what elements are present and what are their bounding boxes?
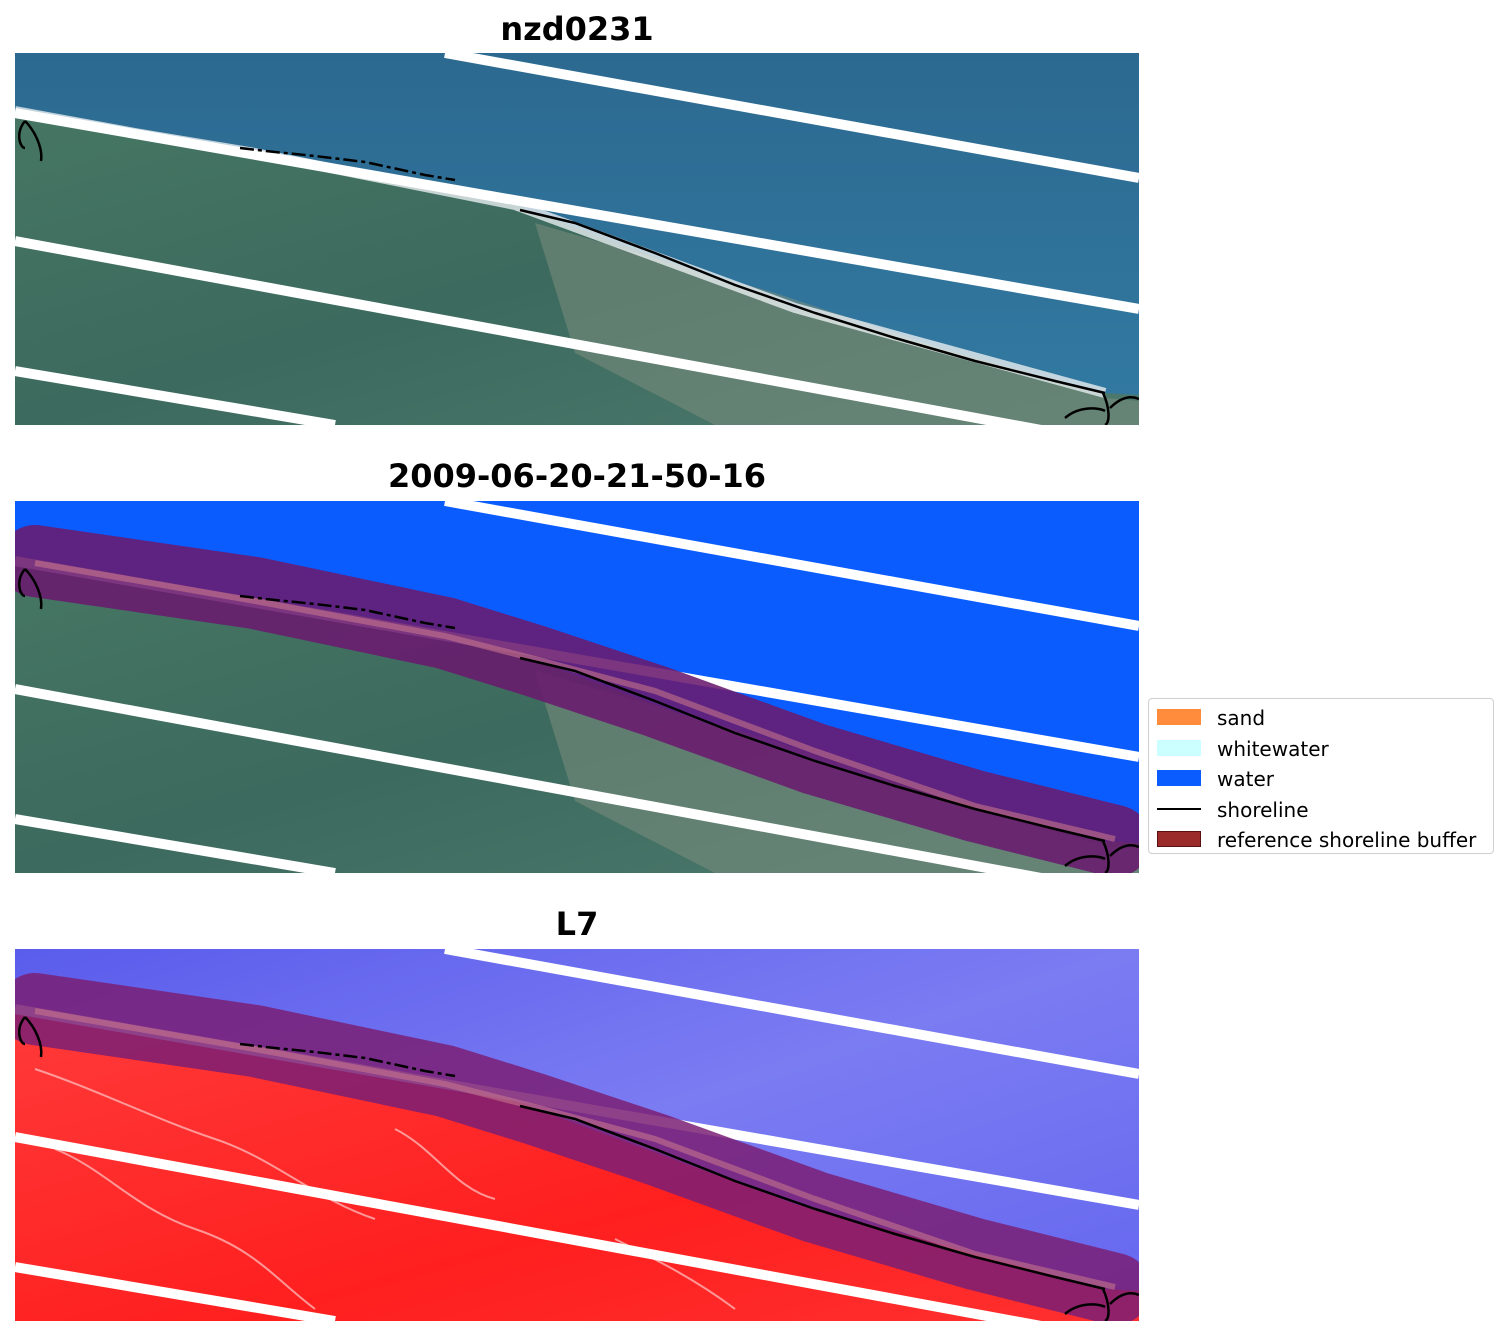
panel-title-3: L7: [555, 905, 599, 943]
legend-item-whitewater: whitewater: [1149, 734, 1493, 765]
shoreline: [519, 1104, 1106, 1291]
shoreline-dashed: [239, 146, 456, 182]
scanline-gaps: [15, 53, 1139, 425]
river-mouth-right: [1064, 392, 1139, 425]
shoreline: [519, 656, 1106, 843]
panel-title-1: nzd0231: [500, 10, 654, 48]
legend-label-water: water: [1217, 767, 1274, 791]
buffer-overlap-band: [34, 1008, 1116, 1290]
legend-swatch-sand: [1157, 709, 1201, 725]
river-mouth-left: [18, 568, 43, 610]
legend-label-sand: sand: [1217, 706, 1266, 730]
panel-title-2: 2009-06-20-21-50-16: [387, 457, 767, 495]
legend-label-whitewater: whitewater: [1217, 736, 1329, 761]
shoreline: [519, 208, 1106, 395]
legend-line-shoreline: [1157, 807, 1201, 810]
river-mouth-right: [1064, 840, 1139, 873]
legend-item-buffer: reference shoreline buffer: [1149, 825, 1493, 856]
legend-swatch-whitewater: [1157, 739, 1201, 756]
legend-swatch-buffer: [1157, 831, 1201, 847]
shoreline-dashed: [239, 594, 456, 630]
image-panel-index: [15, 949, 1139, 1321]
legend-item-sand: sand: [1149, 703, 1493, 734]
legend-label-buffer: reference shoreline buffer: [1217, 828, 1477, 852]
image-panel-classified: [15, 501, 1139, 873]
legend-swatch-water: [1157, 770, 1201, 786]
legend-label-shoreline: shoreline: [1217, 797, 1309, 822]
legend-item-shoreline: shoreline: [1149, 795, 1493, 826]
image-panel-rgb: [15, 53, 1139, 425]
legend-item-water: water: [1149, 764, 1493, 795]
buffer-overlap-band: [34, 560, 1116, 842]
river-mouth-right: [1064, 1288, 1139, 1321]
legend: sand whitewater water shoreline referenc…: [1148, 698, 1494, 854]
river-mouth-left: [18, 1016, 43, 1058]
shoreline-dashed: [239, 1042, 456, 1078]
river-mouth-left: [18, 120, 43, 162]
